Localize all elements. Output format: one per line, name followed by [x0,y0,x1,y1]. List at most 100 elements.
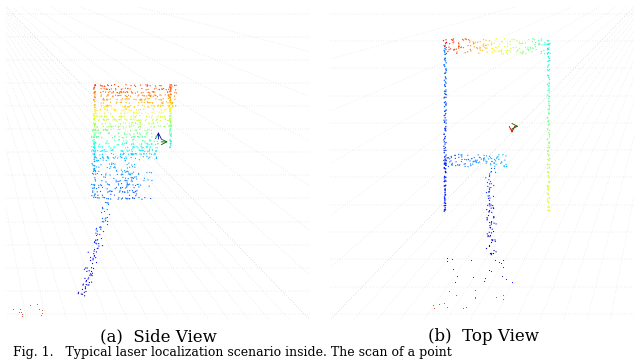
Point [161,106,171,112]
Point [164,95,175,100]
Point [130,121,140,127]
Point [120,103,131,109]
Point [158,103,168,109]
Point [155,83,165,88]
Point [90,84,100,90]
Point [98,155,108,161]
Point [113,123,124,129]
Point [90,91,100,97]
Point [116,172,127,178]
Point [129,162,140,167]
Point [131,191,141,197]
Point [544,179,554,185]
Point [111,167,122,173]
Point [470,294,480,300]
Point [116,148,127,154]
Point [125,196,135,202]
Point [484,209,494,215]
Point [483,195,493,201]
Point [461,157,472,163]
Point [440,83,450,89]
Point [143,104,153,110]
Point [440,190,450,195]
Point [486,185,496,190]
Point [122,147,132,153]
Point [120,130,130,136]
Point [89,151,99,157]
Point [166,98,176,103]
Point [145,138,155,143]
Point [88,169,99,174]
Point [96,162,106,168]
Point [122,88,132,94]
Point [483,202,493,208]
Point [121,82,131,88]
Point [525,44,536,50]
Point [111,107,121,113]
Point [544,145,554,151]
Point [440,58,451,64]
Point [102,215,113,221]
Point [486,162,496,168]
Point [543,122,554,128]
Point [454,154,464,160]
Point [440,162,451,168]
Point [127,149,137,154]
Point [166,119,176,125]
Point [444,47,454,52]
Point [143,96,153,102]
Point [118,150,129,156]
Point [165,126,175,131]
Point [485,225,495,230]
Point [113,137,124,143]
Point [479,41,489,47]
Point [88,151,98,157]
Point [539,47,549,53]
Point [91,255,101,261]
Point [128,116,138,122]
Point [96,224,106,230]
Point [484,201,495,207]
Point [465,47,476,52]
Point [159,86,169,91]
Point [140,128,150,134]
Point [458,36,468,42]
Point [93,118,104,123]
Point [543,64,553,70]
Point [100,83,110,89]
Point [165,85,175,91]
Point [122,104,132,110]
Point [88,138,98,144]
Point [441,178,451,184]
Point [136,99,147,105]
Point [484,229,494,235]
Point [440,186,451,192]
Point [121,140,131,146]
Point [485,251,495,257]
Point [440,203,451,209]
Point [95,235,106,241]
Point [467,156,477,162]
Point [115,124,125,130]
Point [93,182,104,188]
Point [483,219,493,225]
Point [118,135,129,141]
Point [90,141,100,146]
Point [440,183,450,189]
Point [128,141,138,146]
Point [116,92,126,98]
Point [105,121,115,127]
Point [120,85,131,91]
Point [440,91,451,97]
Point [499,36,509,42]
Point [124,96,134,102]
Point [543,157,553,162]
Point [485,155,495,161]
Point [158,96,168,102]
Point [129,169,139,175]
Point [116,186,126,191]
Point [147,100,157,106]
Point [123,86,133,91]
Point [127,90,138,96]
Point [86,261,97,266]
